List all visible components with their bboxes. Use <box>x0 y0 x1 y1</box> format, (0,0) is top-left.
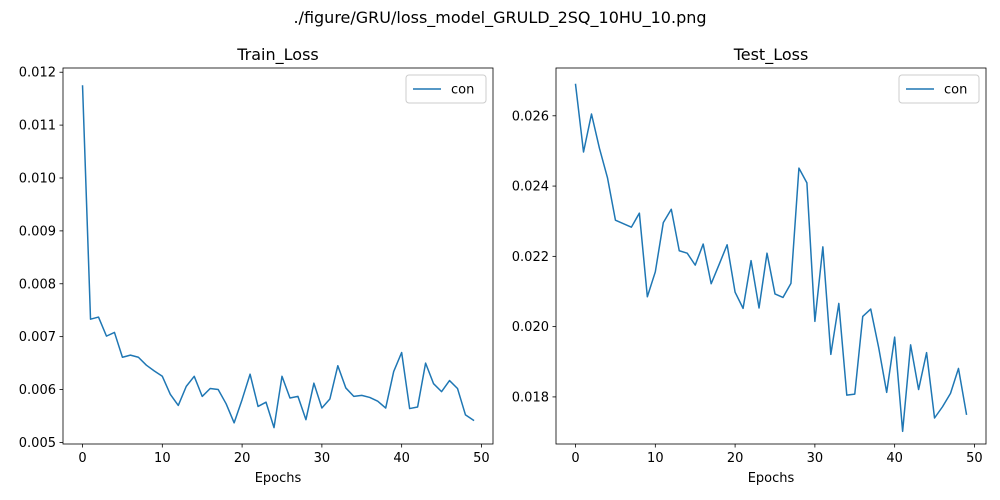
train-axes-frame <box>62 67 494 445</box>
train-legend: con <box>405 74 487 104</box>
train-loss-axes: Train_Loss 0 10 20 30 40 50 0.005 0.006 0.007 0.00… <box>19 45 494 486</box>
train-y-tick-label: 0.005 <box>19 436 56 451</box>
test-legend: con <box>898 74 980 104</box>
train-x-tick-label: 30 <box>314 451 331 466</box>
train-x-axis-label: Epochs <box>255 471 302 486</box>
train-y-tick-label: 0.011 <box>19 119 56 134</box>
train-y-tick-label: 0.010 <box>19 171 56 186</box>
test-axes-frame <box>555 67 987 445</box>
test-y-tick-label: 0.024 <box>512 180 549 195</box>
test-x-tick-label: 40 <box>886 451 903 466</box>
test-legend-label: con <box>944 83 967 98</box>
train-y-tick-label: 0.008 <box>19 277 56 292</box>
test-x-tick-label: 20 <box>727 451 744 466</box>
train-series-line-con <box>81 85 475 429</box>
train-x-tick-label: 50 <box>473 451 490 466</box>
train-x-tick-label: 10 <box>154 451 171 466</box>
train-x-tick-label: 0 <box>78 451 86 466</box>
train-y-tick-label: 0.007 <box>19 330 56 345</box>
train-y-tick-label: 0.006 <box>19 383 56 398</box>
train-chart-title: Train_Loss <box>236 45 318 65</box>
test-x-axis-label: Epochs <box>748 471 795 486</box>
train-x-tick-label: 40 <box>393 451 410 466</box>
test-chart-title: Test_Loss <box>733 45 809 65</box>
train-y-tick-label: 0.012 <box>19 66 56 81</box>
train-legend-box <box>405 74 487 104</box>
test-y-tick-label: 0.026 <box>512 109 549 124</box>
test-x-tick-label: 0 <box>571 451 579 466</box>
figure-suptitle: ./figure/GRU/loss_model_GRULD_2SQ_10HU_1… <box>293 8 706 28</box>
test-loss-axes: Test_Loss 0 10 20 30 40 50 0.018 0.020 0.022 0.024… <box>512 45 987 486</box>
test-y-tick-label: 0.022 <box>512 250 549 265</box>
test-y-tick-label: 0.020 <box>512 320 549 335</box>
test-x-tick-label: 30 <box>807 451 824 466</box>
test-x-tick-label: 10 <box>647 451 664 466</box>
test-x-tick-label: 50 <box>966 451 983 466</box>
test-legend-box <box>898 74 980 104</box>
train-y-tick-label: 0.009 <box>19 224 56 239</box>
test-series-line-con <box>574 83 968 433</box>
train-legend-label: con <box>451 83 474 98</box>
train-x-tick-label: 20 <box>234 451 251 466</box>
test-y-tick-label: 0.018 <box>512 390 549 405</box>
